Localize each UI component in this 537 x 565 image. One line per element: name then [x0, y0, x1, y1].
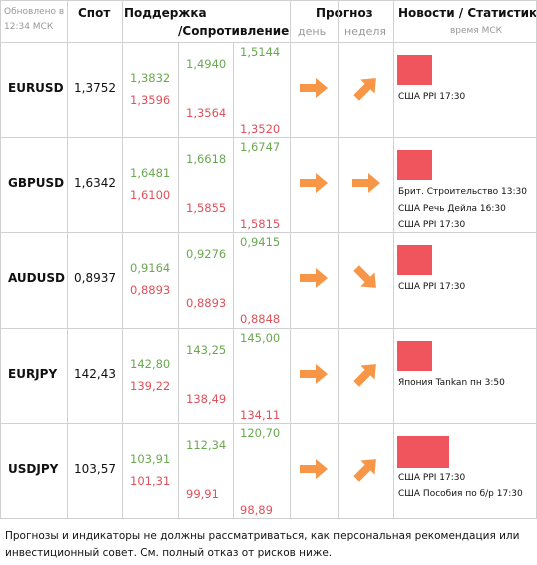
forecast-arrow-day — [298, 266, 330, 290]
pair-name: EURUSD — [8, 81, 64, 95]
impact-box — [397, 55, 432, 85]
support-level: 0,8893 — [186, 296, 227, 311]
column-divider — [290, 0, 291, 518]
news-header: Новости / Статистика — [398, 6, 537, 20]
pair-name: AUDUSD — [8, 271, 65, 286]
row-divider — [0, 232, 537, 233]
disclaimer: Прогнозы и индикаторы не должны рассматр… — [5, 530, 520, 559]
spot-price: 1,3752 — [74, 81, 116, 95]
resistance-level: 1,6618 — [186, 152, 227, 167]
resistance-level: 0,9276 — [186, 247, 227, 262]
resistance-level: 112,34 — [186, 437, 227, 452]
pair-name: GBPUSD — [8, 176, 65, 191]
support-level: 0,8848 — [240, 312, 281, 327]
support-level: 1,3596 — [130, 93, 171, 107]
resistance-level: 1,5144 — [240, 45, 281, 59]
news-item: США PPI 17:30 — [398, 220, 466, 231]
impact-box — [397, 150, 432, 181]
resistance-header: /Сопротивление — [178, 24, 290, 38]
column-divider — [233, 42, 234, 518]
news-item: США PPI 17:30 — [398, 282, 466, 293]
resistance-level: 1,6747 — [240, 140, 281, 155]
column-divider — [393, 0, 394, 518]
row-divider — [0, 137, 537, 138]
column-divider — [67, 0, 68, 518]
news-item: Япония Tankan пн 3:50 — [398, 377, 505, 388]
impact-box — [397, 245, 432, 276]
forecast-arrow-day — [298, 457, 330, 481]
support-header: Поддержка — [124, 6, 207, 20]
news-item: США PPI 17:30 — [398, 92, 466, 102]
news-item: США PPI 17:30 — [398, 472, 466, 483]
row-divider — [0, 423, 537, 424]
row-divider — [0, 42, 537, 43]
support-level: 1,3564 — [186, 106, 227, 120]
support-level: 0,8893 — [130, 283, 171, 298]
support-level: 1,6100 — [130, 188, 171, 203]
column-divider — [122, 0, 123, 518]
support-level: 99,91 — [186, 486, 219, 501]
resistance-level: 120,70 — [240, 425, 281, 440]
resistance-level: 103,91 — [130, 451, 171, 466]
day-header: день — [298, 25, 327, 38]
forecast-header: Прогноз — [316, 6, 373, 20]
week-header: неделя — [344, 25, 386, 38]
forecast-arrow-day — [298, 171, 330, 195]
time-header: время МСК — [450, 26, 503, 36]
row-divider — [0, 0, 537, 1]
resistance-level: 145,00 — [240, 330, 281, 345]
updated-label: Обновлено в 12:34 МСК — [4, 7, 65, 32]
pair-name: USDJPY — [8, 461, 59, 476]
support-level: 1,3520 — [240, 122, 281, 136]
news-item: США Речь Дейла 16:30 — [398, 203, 506, 214]
pair-name: EURJPY — [8, 366, 58, 381]
forecast-arrow-day — [298, 76, 330, 100]
news-item: США Пособия по б/р 17:30 — [398, 489, 523, 500]
support-level: 1,5815 — [240, 217, 281, 232]
support-level: 138,49 — [186, 391, 227, 406]
support-level: 134,11 — [240, 407, 281, 422]
forecast-arrow-week — [350, 171, 382, 195]
row-divider — [0, 518, 537, 519]
spot-price: 0,8937 — [74, 271, 116, 286]
resistance-level: 0,9164 — [130, 261, 171, 276]
resistance-level: 142,80 — [130, 356, 171, 371]
resistance-level: 143,25 — [186, 342, 227, 357]
forecast-arrow-week — [346, 68, 386, 108]
spot-header: Спот — [78, 6, 111, 20]
forecast-arrow-week — [346, 354, 386, 394]
resistance-level: 1,3832 — [130, 71, 171, 85]
impact-box — [397, 435, 449, 468]
column-divider — [338, 0, 339, 518]
spot-price: 103,57 — [74, 461, 116, 476]
spot-price: 1,6342 — [74, 176, 116, 191]
row-divider — [0, 328, 537, 329]
spot-price: 142,43 — [74, 366, 116, 381]
news-item: Брит. Строительство 13:30 — [398, 187, 527, 198]
column-divider — [178, 42, 179, 518]
forecast-arrow-week — [346, 449, 386, 489]
support-level: 139,22 — [130, 378, 171, 393]
support-level: 98,89 — [240, 502, 273, 517]
resistance-level: 1,6481 — [130, 166, 171, 181]
forecast-arrow-week — [346, 259, 386, 299]
column-divider — [0, 0, 1, 518]
forecast-arrow-day — [298, 362, 330, 386]
support-level: 1,5855 — [186, 201, 227, 216]
support-level: 101,31 — [130, 473, 171, 488]
impact-box — [397, 340, 432, 371]
resistance-level: 0,9415 — [240, 235, 281, 250]
resistance-level: 1,4940 — [186, 57, 227, 71]
